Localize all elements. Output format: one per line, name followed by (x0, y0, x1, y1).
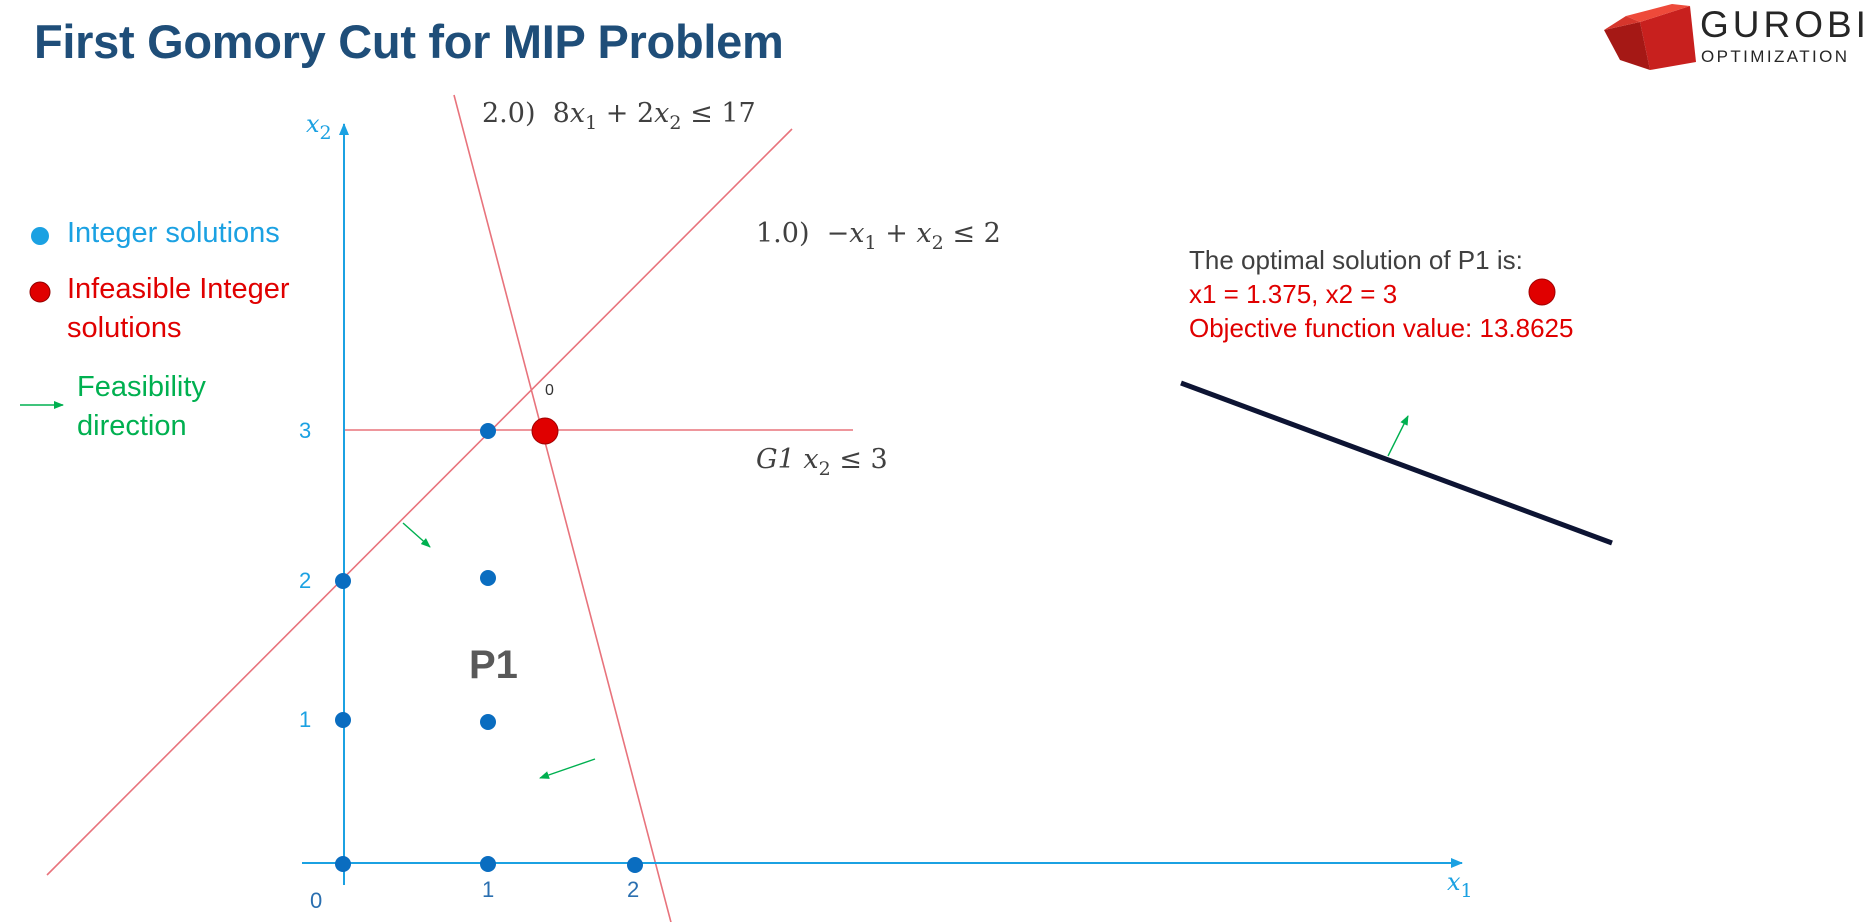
x-tick-label: 2 (627, 877, 640, 902)
integer-point (627, 857, 643, 873)
y-tick-label: 2 (299, 568, 312, 593)
legend-infeasible-label: Infeasible Integer (67, 273, 290, 305)
integer-point (335, 573, 351, 589)
optimal-point (531, 417, 559, 445)
region-label-p1: P1 (469, 643, 518, 687)
node-label: 0 (545, 382, 554, 399)
infeasible-solution-marker (1528, 278, 1556, 306)
logo-subtitle: OPTIMIZATION (1701, 47, 1850, 66)
integer-point (480, 570, 496, 586)
feasibility-arrow (402, 522, 431, 548)
x-axis-label: x1 (1447, 868, 1473, 902)
y-tick-label: 1 (299, 707, 312, 732)
objective-direction-arrow (1387, 415, 1409, 457)
integer-point (335, 856, 351, 872)
optimal-solution-heading: The optimal solution of P1 is: (1189, 245, 1523, 275)
integer-point (335, 712, 351, 728)
legend-infeasible-marker (29, 281, 51, 303)
objective-function-value: Objective function value: 13.8625 (1189, 313, 1574, 343)
optimal-solution-values: x1 = 1.375, x2 = 3 (1189, 279, 1398, 309)
objective-function-line (1180, 380, 1613, 546)
constraint-c2-label: 2.0) 8x1 + 2x2 ≤ 17 (482, 98, 756, 134)
legend-infeasible-label-2: solutions (67, 312, 182, 344)
feasibility-arrow (539, 758, 596, 779)
legend-integer-label: Integer solutions (67, 217, 280, 249)
integer-point (480, 423, 496, 439)
slide-title: First Gomory Cut for MIP Problem (34, 15, 784, 68)
y-axis-label: x2 (306, 110, 332, 144)
legend-feasibility-label-2: direction (77, 410, 187, 442)
legend-integer-marker (31, 227, 49, 245)
integer-point (480, 856, 496, 872)
legend-feasibility-label: Feasibility (77, 371, 206, 403)
integer-point (480, 714, 496, 730)
constraint-line-c2 (453, 94, 672, 922)
origin-label: 0 (310, 888, 323, 913)
x-tick-label: 1 (482, 877, 495, 902)
gomory-cut-label: G1 x2 ≤ 3 (756, 444, 888, 480)
y-tick-label: 3 (299, 418, 312, 443)
constraint-line-c1 (46, 128, 793, 876)
constraint-c1-label: 1.0) −x1 + x2 ≤ 2 (756, 218, 1001, 254)
logo-wordmark: GUROBI (1700, 4, 1867, 45)
